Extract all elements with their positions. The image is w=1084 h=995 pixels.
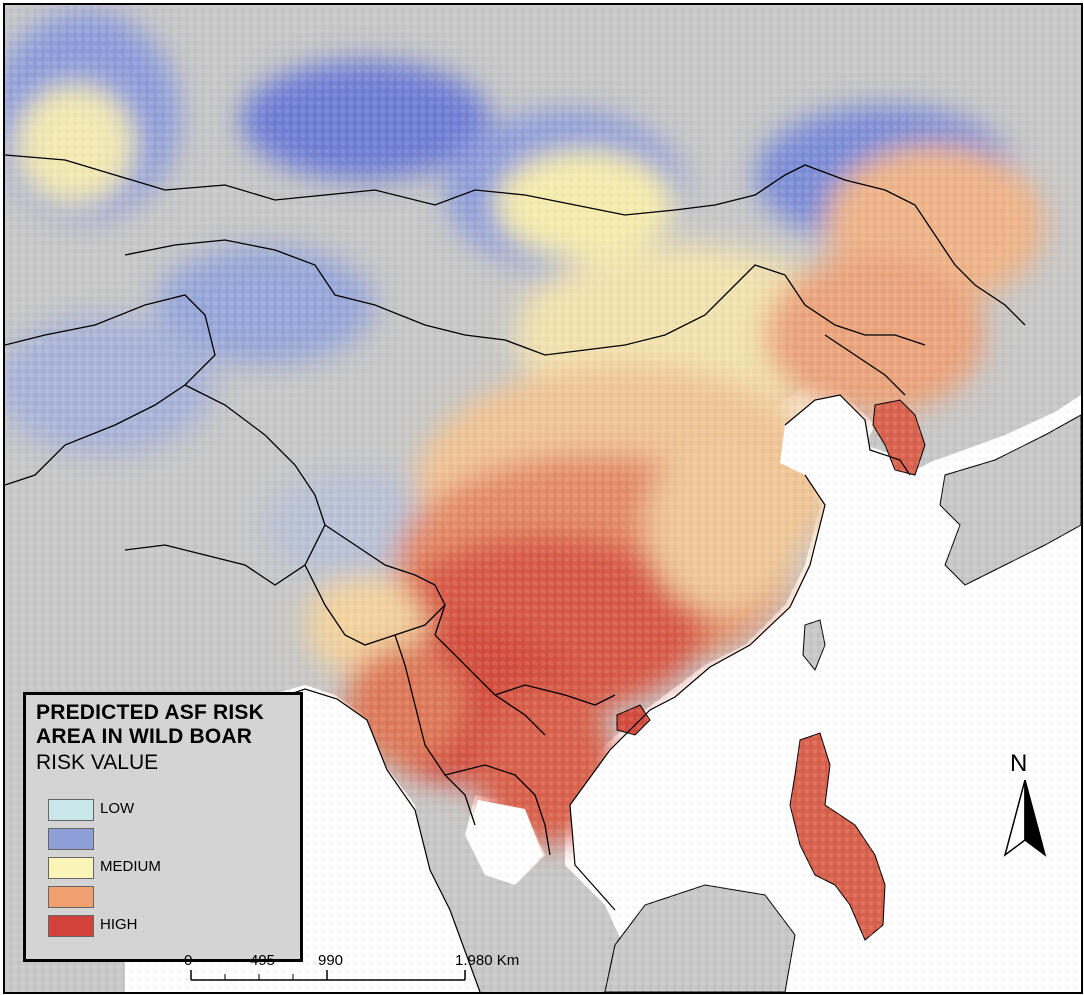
map-frame: PREDICTED ASF RISK AREA IN WILD BOAR RIS… (3, 3, 1083, 994)
legend-item-medium: MEDIUM (48, 857, 288, 881)
scale-label-1980: 1.980 Km (455, 952, 520, 969)
legend-item-low-medium (48, 828, 288, 852)
legend-item-medium-high (48, 886, 288, 910)
legend-label-low: LOW (100, 800, 135, 817)
legend-label-high: HIGH (100, 916, 138, 933)
coastlines (272, 394, 911, 992)
north-arrow-icon (1003, 780, 1047, 857)
scale-label-495: 495 (250, 952, 276, 969)
map-legend: PREDICTED ASF RISK AREA IN WILD BOAR RIS… (23, 692, 303, 962)
scale-label-990: 990 (318, 952, 344, 969)
legend-item-low: LOW (48, 799, 288, 823)
scale-ticks (190, 970, 466, 981)
north-label: N (1010, 750, 1028, 777)
legend-swatch-low (48, 799, 94, 821)
scale-bar: 0 495 990 1.980 Km (184, 952, 630, 982)
legend-subtitle: RISK VALUE (36, 751, 159, 774)
country-borders (5, 154, 1026, 856)
north-arrow: N (1000, 750, 1050, 860)
legend-swatch-medium (48, 857, 94, 879)
legend-title-line1: PREDICTED ASF RISK (36, 701, 265, 724)
legend-swatch-medium-high (48, 886, 94, 908)
legend-swatch-high (48, 915, 94, 937)
legend-item-high: HIGH (48, 915, 288, 939)
legend-title-line2: AREA IN WILD BOAR (36, 725, 253, 748)
legend-swatch-low-medium (48, 828, 94, 850)
legend-title: PREDICTED ASF RISK AREA IN WILD BOAR (36, 701, 264, 749)
scale-label-0: 0 (184, 952, 193, 969)
legend-label-medium: MEDIUM (100, 858, 161, 875)
